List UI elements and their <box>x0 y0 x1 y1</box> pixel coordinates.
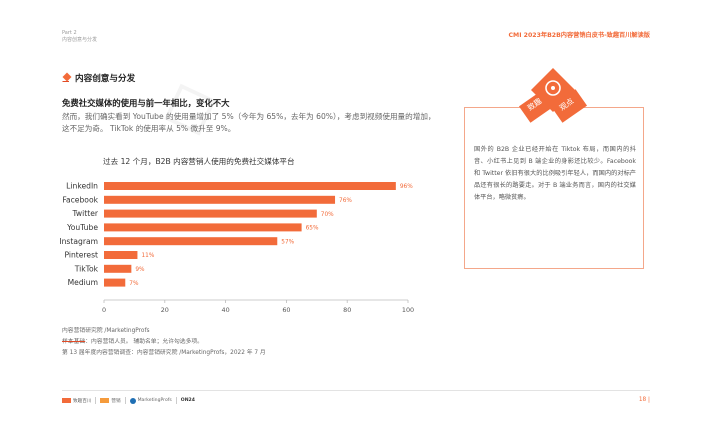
x-tick-label: 100 <box>402 306 414 314</box>
insight-text: 国外的 B2B 企业已经开始在 Tiktok 布局，而国内的抖音、小红书上见到 … <box>474 146 636 201</box>
data-label: 76% <box>339 198 352 204</box>
logo-on24-label: ON24 <box>180 398 195 403</box>
bar <box>104 182 396 190</box>
body-line: 这不足为奇。 TikTok 的使用率从 5% 微升至 9%。 <box>62 123 236 133</box>
bar <box>104 251 138 259</box>
data-label: 7% <box>129 281 139 287</box>
sample-basis-text: ：内容营销人员。 辅助名单；允许勾选多项。 <box>85 339 203 345</box>
footer-logos: 致趣百川 营销 MarketingProfs ON24 <box>62 397 195 404</box>
insight-box <box>464 107 644 269</box>
source-line: 内容营销研究院 /MarketingProfs <box>62 328 150 334</box>
zhiqu-logo-icon <box>62 398 71 403</box>
chart-title: 过去 12 个月，B2B 内容营销人使用的免费社交媒体平台 <box>103 157 295 166</box>
page-number: 18 | <box>638 397 650 403</box>
survey-citation: 第 13 届年度内容营销调查：内容营销研究院 /MarketingProfs，2… <box>62 350 266 356</box>
body-line: 然而，我们确实看到 YouTube 的使用量增加了 5%（今年为 65%，去年为… <box>62 112 436 121</box>
data-label: 57% <box>281 239 294 245</box>
category-label: Facebook <box>62 195 98 204</box>
data-label: 96% <box>400 184 413 190</box>
marketing-logo-icon <box>100 398 110 403</box>
chart-group: 0 20 40 60 80 100 LinkedIn 96% Facebook 76% Twitte… <box>59 182 414 314</box>
sample-basis: 样本基础：内容营销人员。 辅助名单；允许勾选多项。 <box>62 336 203 345</box>
category-label: Twitter <box>72 209 99 218</box>
logo-zhiqu-label: 致趣百川 <box>73 398 92 404</box>
logo-separator <box>95 397 97 404</box>
x-tick-label: 40 <box>222 306 230 314</box>
bar <box>104 195 336 204</box>
bar <box>104 209 317 218</box>
x-tick-label: 60 <box>282 306 290 314</box>
bar <box>104 278 126 287</box>
data-label: 65% <box>306 226 319 232</box>
data-label: 70% <box>321 212 334 218</box>
page-number-value: 18 <box>638 397 647 403</box>
logo-marketing-label: 营销 <box>111 398 121 404</box>
category-label: TikTok <box>74 264 99 273</box>
logo-marketingprofs-label: MarketingProfs <box>137 398 172 403</box>
body-paragraph: 然而，我们确实看到 YouTube 的使用量增加了 5%（今年为 65%，去年为… <box>62 111 462 134</box>
category-label: YouTube <box>66 223 98 232</box>
report-title: CMI 2023年B2B内容营销白皮书-致趣百川解读版 <box>508 32 651 39</box>
section-title: 内容创意与分发 <box>75 74 136 84</box>
x-tick-label: 0 <box>102 306 106 314</box>
category-label: Instagram <box>59 237 98 246</box>
logo-on24: ON24 <box>181 398 195 403</box>
footer-divider <box>62 390 650 391</box>
logo-marketing: 营销 <box>100 398 121 404</box>
bar <box>104 264 132 273</box>
header-part-sub: 内容创意与分发 <box>62 37 98 43</box>
bar <box>104 223 302 232</box>
category-label: Pinterest <box>64 251 98 260</box>
data-label: 9% <box>135 267 145 273</box>
category-label: LinkedIn <box>66 182 98 191</box>
section-icon <box>62 72 72 82</box>
header-part: Part 2 内容创意与分发 <box>62 30 97 44</box>
logo-separator <box>124 397 126 404</box>
category-label: Medium <box>68 278 98 287</box>
logo-marketingprofs: MarketingProfs <box>129 397 172 404</box>
lead-heading: 免费社交媒体的使用与前一年相比，变化不大 <box>62 98 230 108</box>
logo-separator <box>175 397 177 404</box>
data-label: 11% <box>141 253 154 259</box>
logo-zhiqu: 致趣百川 <box>62 398 91 404</box>
x-tick-label: 20 <box>161 306 169 314</box>
x-tick-label: 80 <box>343 306 351 314</box>
sample-basis-label: 样本基础 <box>62 339 86 345</box>
marketingprofs-logo-icon <box>129 397 136 404</box>
header-part-label: Part 2 <box>62 30 77 36</box>
bar <box>104 237 278 246</box>
